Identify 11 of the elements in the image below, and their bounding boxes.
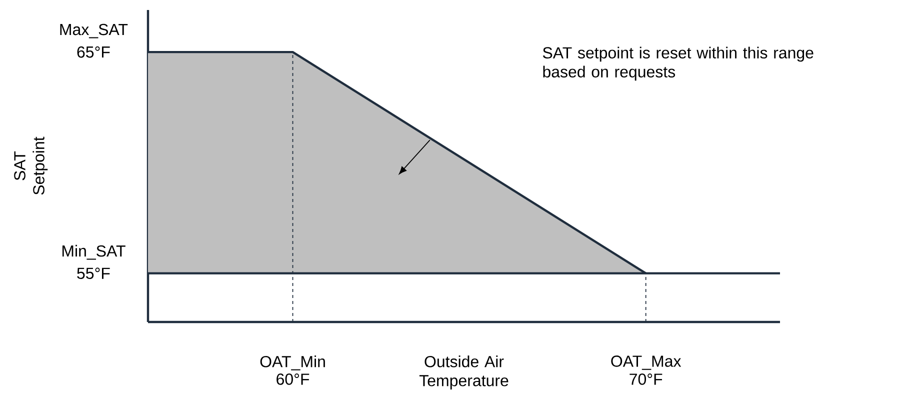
annotation: SAT setpoint is reset within this range based on requests (542, 46, 814, 81)
x-tick-label: 70°F (630, 374, 662, 385)
x-tick-label: 60°F (276, 374, 310, 385)
text: OAT_Max (611, 356, 682, 370)
y-tick-label: 65°F (77, 46, 110, 58)
text: Max_SAT (60, 24, 128, 38)
text: OAT_Min (260, 356, 325, 370)
y-axis-title: SAT Setpoint (14, 136, 48, 195)
y-tick-label: 55°F (77, 268, 110, 279)
x-axis-title: Outside Air Temperature (419, 356, 508, 390)
text: Min_SAT (62, 244, 126, 260)
